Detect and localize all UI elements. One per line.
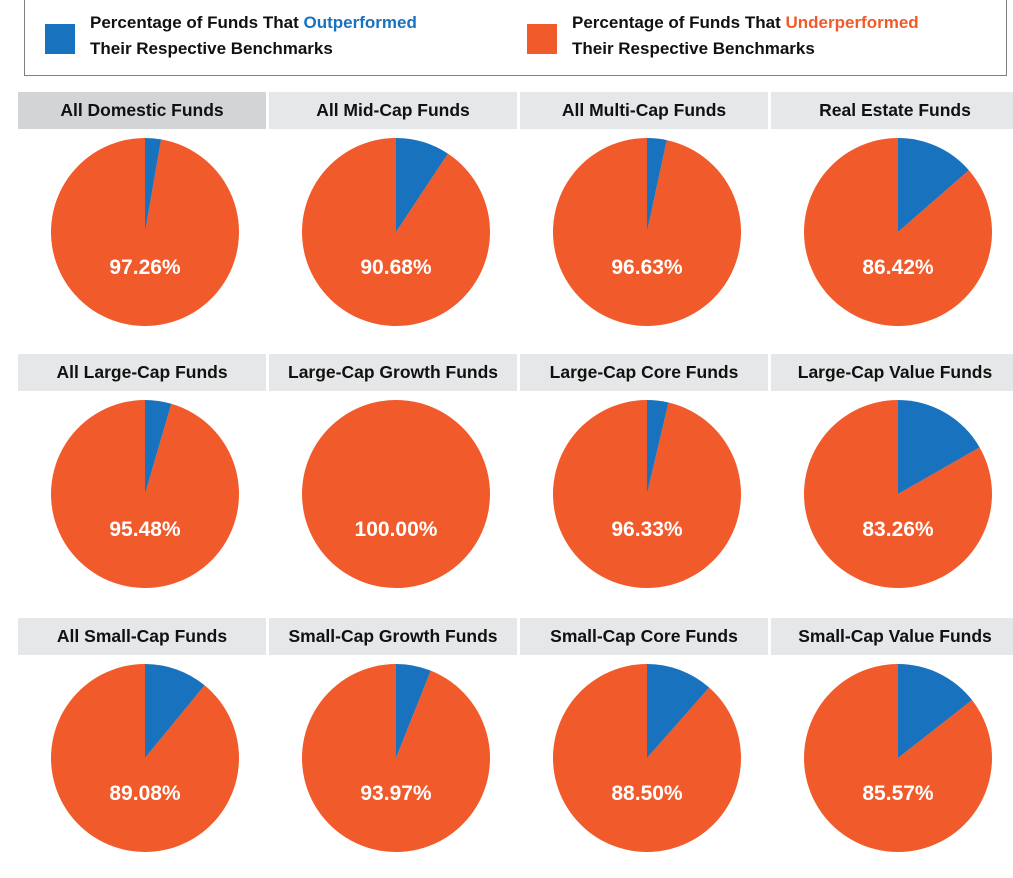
pie-chart: Large-Cap Growth Funds 100.00% [269,354,519,614]
pie-value-label: 89.08% [109,782,181,805]
pie-svg: 93.97% [302,664,490,852]
pie-svg: 96.63% [553,138,741,326]
pie-slice-outperformed [898,664,973,758]
pie-value-label: 85.57% [862,782,934,805]
pie-chart: All Small-Cap Funds 89.08% [18,618,268,878]
pie-slice-outperformed [647,664,710,758]
pie-value-label: 95.48% [109,518,181,541]
chart-title: Small-Cap Growth Funds [269,618,517,655]
chart-title: Small-Cap Core Funds [520,618,768,655]
pie-chart: All Domestic Funds 97.26% [18,92,268,352]
pie-svg: 86.42% [804,138,992,326]
pie-slice-outperformed [145,664,205,758]
pie-svg: 95.48% [50,400,239,588]
pie-slice-underperformed [50,664,239,852]
pie-chart: All Large-Cap Funds 95.48% [18,354,268,614]
chart-title: Large-Cap Value Funds [771,354,1013,391]
chart-title: All Mid-Cap Funds [269,92,517,129]
legend-swatch-underperformed [527,24,557,54]
pie-value-label: 83.26% [862,518,934,541]
pie-value-label: 86.42% [862,256,934,279]
pie-value-label: 90.68% [360,256,432,279]
pie-slice-outperformed [647,400,669,494]
pie-svg: 89.08% [50,664,239,852]
pie-slice-outperformed [145,138,162,232]
legend: Percentage of Funds That Outperformed Th… [24,0,1007,76]
legend-underperformed-line2: Their Respective Benchmarks [572,39,815,58]
pie-chart: Real Estate Funds 86.42% [771,92,1013,352]
pie-value-label: 96.33% [611,518,683,541]
pie-value-label: 96.63% [611,256,683,279]
pie-slice-underperformed [50,400,239,588]
chart-title: Small-Cap Value Funds [771,618,1013,655]
pie-chart: Small-Cap Value Funds 85.57% [771,618,1013,878]
chart-title: All Domestic Funds [18,92,266,129]
chart-title: All Large-Cap Funds [18,354,266,391]
pie-slice-underperformed [302,400,490,588]
legend-text-outperformed: Percentage of Funds That Outperformed Th… [90,10,417,62]
pie-svg: 83.26% [804,400,992,588]
pie-value-label: 93.97% [360,782,432,805]
chart-title: Large-Cap Core Funds [520,354,768,391]
pie-value-label: 88.50% [611,782,683,805]
pie-slice-underperformed [50,138,239,326]
pie-svg: 100.00% [302,400,490,588]
pie-slice-outperformed [898,400,980,494]
pie-svg: 88.50% [553,664,741,852]
legend-item-outperformed: Percentage of Funds That Outperformed Th… [45,10,417,62]
legend-outperformed-keyword: Outperformed [303,13,417,32]
pie-value-label: 100.00% [355,518,438,541]
legend-outperformed-line2: Their Respective Benchmarks [90,39,333,58]
pie-slice-outperformed [145,400,172,494]
pie-svg: 85.57% [804,664,992,852]
chart-title: Real Estate Funds [771,92,1013,129]
legend-text-underperformed: Percentage of Funds That Underperformed … [572,10,919,62]
legend-underperformed-keyword: Underperformed [785,13,919,32]
pie-svg: 90.68% [302,138,490,326]
pie-slice-outperformed [396,664,431,758]
pie-chart: Small-Cap Core Funds 88.50% [520,618,770,878]
pie-chart: Large-Cap Value Funds 83.26% [771,354,1013,614]
legend-underperformed-prefix: Percentage of Funds That [572,13,786,32]
pie-chart: All Multi-Cap Funds 96.63% [520,92,770,352]
pie-slice-outperformed [647,138,667,232]
pie-svg: 97.26% [50,138,239,326]
legend-swatch-outperformed [45,24,75,54]
chart-title: All Multi-Cap Funds [520,92,768,129]
legend-item-underperformed: Percentage of Funds That Underperformed … [527,10,919,62]
chart-title: Large-Cap Growth Funds [269,354,517,391]
pie-svg: 96.33% [553,400,741,588]
pie-chart: Large-Cap Core Funds 96.33% [520,354,770,614]
chart-title: All Small-Cap Funds [18,618,266,655]
pie-slice-outperformed [898,138,969,232]
pie-chart: Small-Cap Growth Funds 93.97% [269,618,519,878]
pie-chart: All Mid-Cap Funds 90.68% [269,92,519,352]
pie-slice-outperformed [396,138,448,232]
pie-value-label: 97.26% [109,256,181,279]
legend-outperformed-prefix: Percentage of Funds That [90,13,304,32]
